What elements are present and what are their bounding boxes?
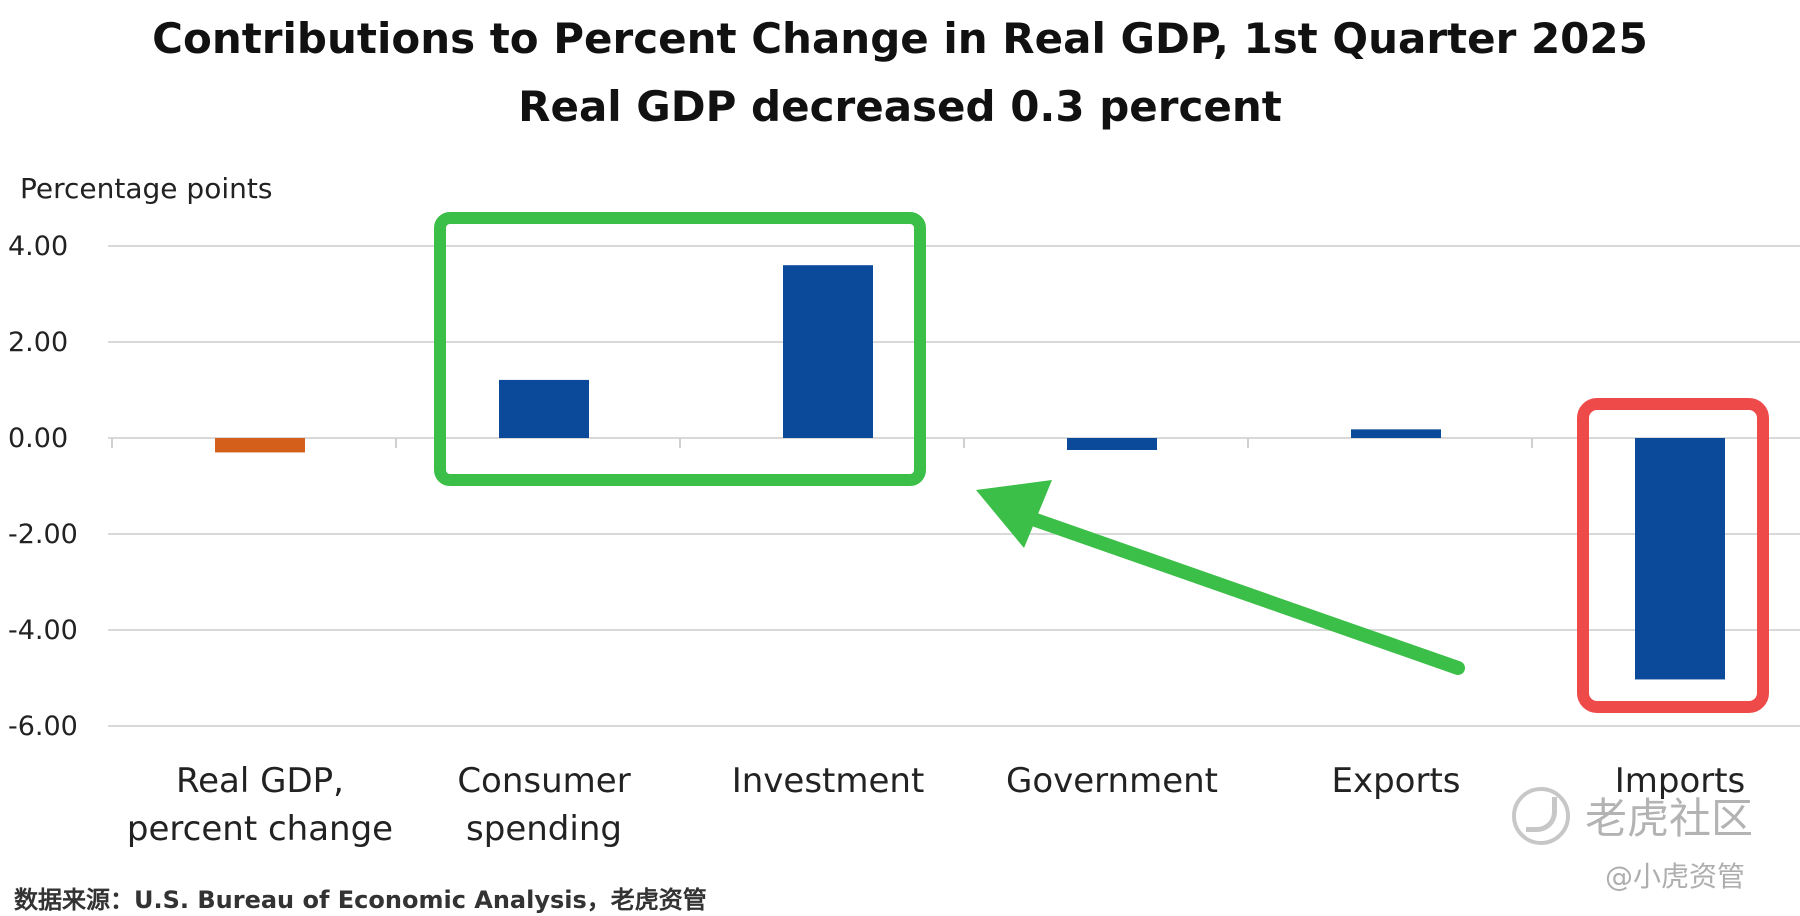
- x-category-label: Exports: [1331, 761, 1460, 801]
- x-category-label: percent change: [127, 809, 393, 849]
- highlight-box: [434, 212, 926, 486]
- y-tick-label: 2.00: [8, 327, 68, 358]
- y-tick-label: 4.00: [8, 231, 68, 262]
- bar: [1067, 438, 1157, 450]
- bar: [499, 379, 589, 438]
- annotation-arrow-shaft: [1023, 511, 1465, 675]
- x-category-label: Real GDP,: [176, 761, 344, 801]
- chart-subtitle: Real GDP decreased 0.3 percent: [518, 82, 1282, 131]
- annotation-arrow-head-icon: [976, 480, 1052, 548]
- y-axis-label: Percentage points: [20, 172, 272, 205]
- bar: [1351, 429, 1441, 438]
- y-tick-label: 0.00: [8, 423, 68, 454]
- x-category-label: Investment: [732, 761, 925, 801]
- bar: [1635, 438, 1725, 680]
- watermark-logo-icon: [1512, 787, 1570, 845]
- bar: [783, 265, 873, 438]
- watermark-main: 老虎社区: [1585, 794, 1754, 843]
- bar: [215, 438, 305, 453]
- x-category-label: Consumer: [457, 761, 630, 801]
- imports-highlight-box: [1577, 398, 1769, 713]
- x-category-label: Imports: [1615, 761, 1746, 801]
- watermark-sub: @小虎资管: [1605, 860, 1746, 893]
- y-tick-label: -2.00: [8, 519, 78, 550]
- chart-title: Contributions to Percent Change in Real …: [152, 14, 1648, 63]
- x-category-label: spending: [466, 809, 622, 849]
- x-category-label: Government: [1006, 761, 1218, 801]
- source-footer: 数据来源：U.S. Bureau of Economic Analysis，老虎…: [14, 886, 707, 914]
- y-tick-label: -6.00: [8, 711, 78, 742]
- y-tick-label: -4.00: [8, 615, 78, 646]
